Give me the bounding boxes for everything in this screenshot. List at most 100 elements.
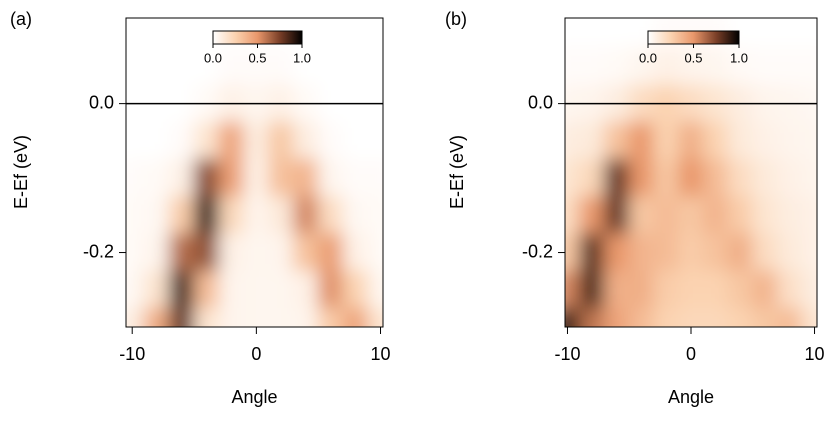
colorbar [212,30,303,45]
heat-cell [604,18,630,49]
heat-cell [678,158,704,198]
heat-cell [293,307,319,327]
heat-cell [776,270,803,309]
heat-cell [727,158,754,198]
heat-cell [776,307,803,327]
heat-cell [752,47,778,86]
heat-cell [193,47,220,86]
heat-cell [801,18,817,49]
heat-cell [702,233,729,272]
y-tick-label: 0.0 [528,92,553,112]
heat-cell [579,18,606,49]
heat-cell [126,121,146,160]
colorbar-tick-label: 0.5 [248,50,266,65]
heat-cell [628,158,655,198]
plot-frame [125,17,384,328]
heat-cell [752,270,778,309]
heat-cell [218,196,245,235]
heat-cell [653,158,680,198]
heat-cell [126,158,146,198]
heat-cell [342,121,369,160]
heat-cell [367,158,383,198]
heat-cell [317,307,344,327]
heat-cell [604,121,630,160]
heat-cell [144,233,170,272]
heat-cell [168,307,195,327]
y-axis-label: E-Ef (eV) [447,135,467,209]
heat-cell [268,158,295,198]
heat-cell [126,307,146,327]
heat-cell [193,121,220,160]
heat-cell [243,233,270,272]
heat-cell [126,233,146,272]
heat-cell [342,233,369,272]
heat-cell [293,158,319,198]
heat-cell [565,196,581,235]
x-tick-label: -10 [119,344,145,364]
heat-cell [193,233,220,272]
heat-cell [702,196,729,235]
heat-cell [367,270,383,309]
heat-cell [317,233,344,272]
heatmap [126,18,383,327]
heat-cell [653,233,680,272]
colorbar-tick-label: 0.0 [639,50,657,65]
heat-cell [628,121,655,160]
heat-cell [752,233,778,272]
heat-cell [144,121,170,160]
heat-cell [628,307,655,327]
heat-cell [565,233,581,272]
heat-cell [727,47,754,86]
heat-cell [268,307,295,327]
heat-cell [727,196,754,235]
heat-cell [367,47,383,86]
heat-cell [342,18,369,49]
heat-cell [268,47,295,86]
heat-cell [218,47,245,86]
heat-cell [342,196,369,235]
heat-cell [268,270,295,309]
heatmap [565,18,817,327]
heat-cell [193,307,220,327]
heat-cell [293,47,319,86]
heat-cell [293,196,319,235]
heat-cell [604,233,630,272]
heat-cell [801,158,817,198]
heat-cell [293,270,319,309]
heat-cell [193,158,220,198]
heat-cell [168,158,195,198]
heat-cell [727,307,754,327]
heat-cell [218,233,245,272]
heat-cell [243,196,270,235]
heat-cell [752,307,778,327]
heat-cell [604,158,630,198]
heat-cell [342,158,369,198]
heat-cell [678,196,704,235]
heat-cell [801,47,817,86]
heat-cell [144,47,170,86]
heat-cell [268,196,295,235]
heat-cell [604,196,630,235]
heat-cell [218,270,245,309]
heat-cell [218,307,245,327]
panel-label: (a) [10,9,32,29]
heat-cell [243,307,270,327]
heat-cell [243,121,270,160]
heat-cell [243,158,270,198]
colorbar-tick-label: 0.5 [684,50,702,65]
heat-cell [776,196,803,235]
heat-cell [702,270,729,309]
heat-cell [579,270,606,309]
heat-cell [565,121,581,160]
heat-cell [243,47,270,86]
heat-cell [579,196,606,235]
heat-cell [678,307,704,327]
heat-cell [144,307,170,327]
heat-cell [628,233,655,272]
heat-cell [653,121,680,160]
heat-cell [752,18,778,49]
heat-cell [653,307,680,327]
heat-cell [168,18,195,49]
y-axis-label: E-Ef (eV) [11,135,31,209]
heat-cell [628,196,655,235]
